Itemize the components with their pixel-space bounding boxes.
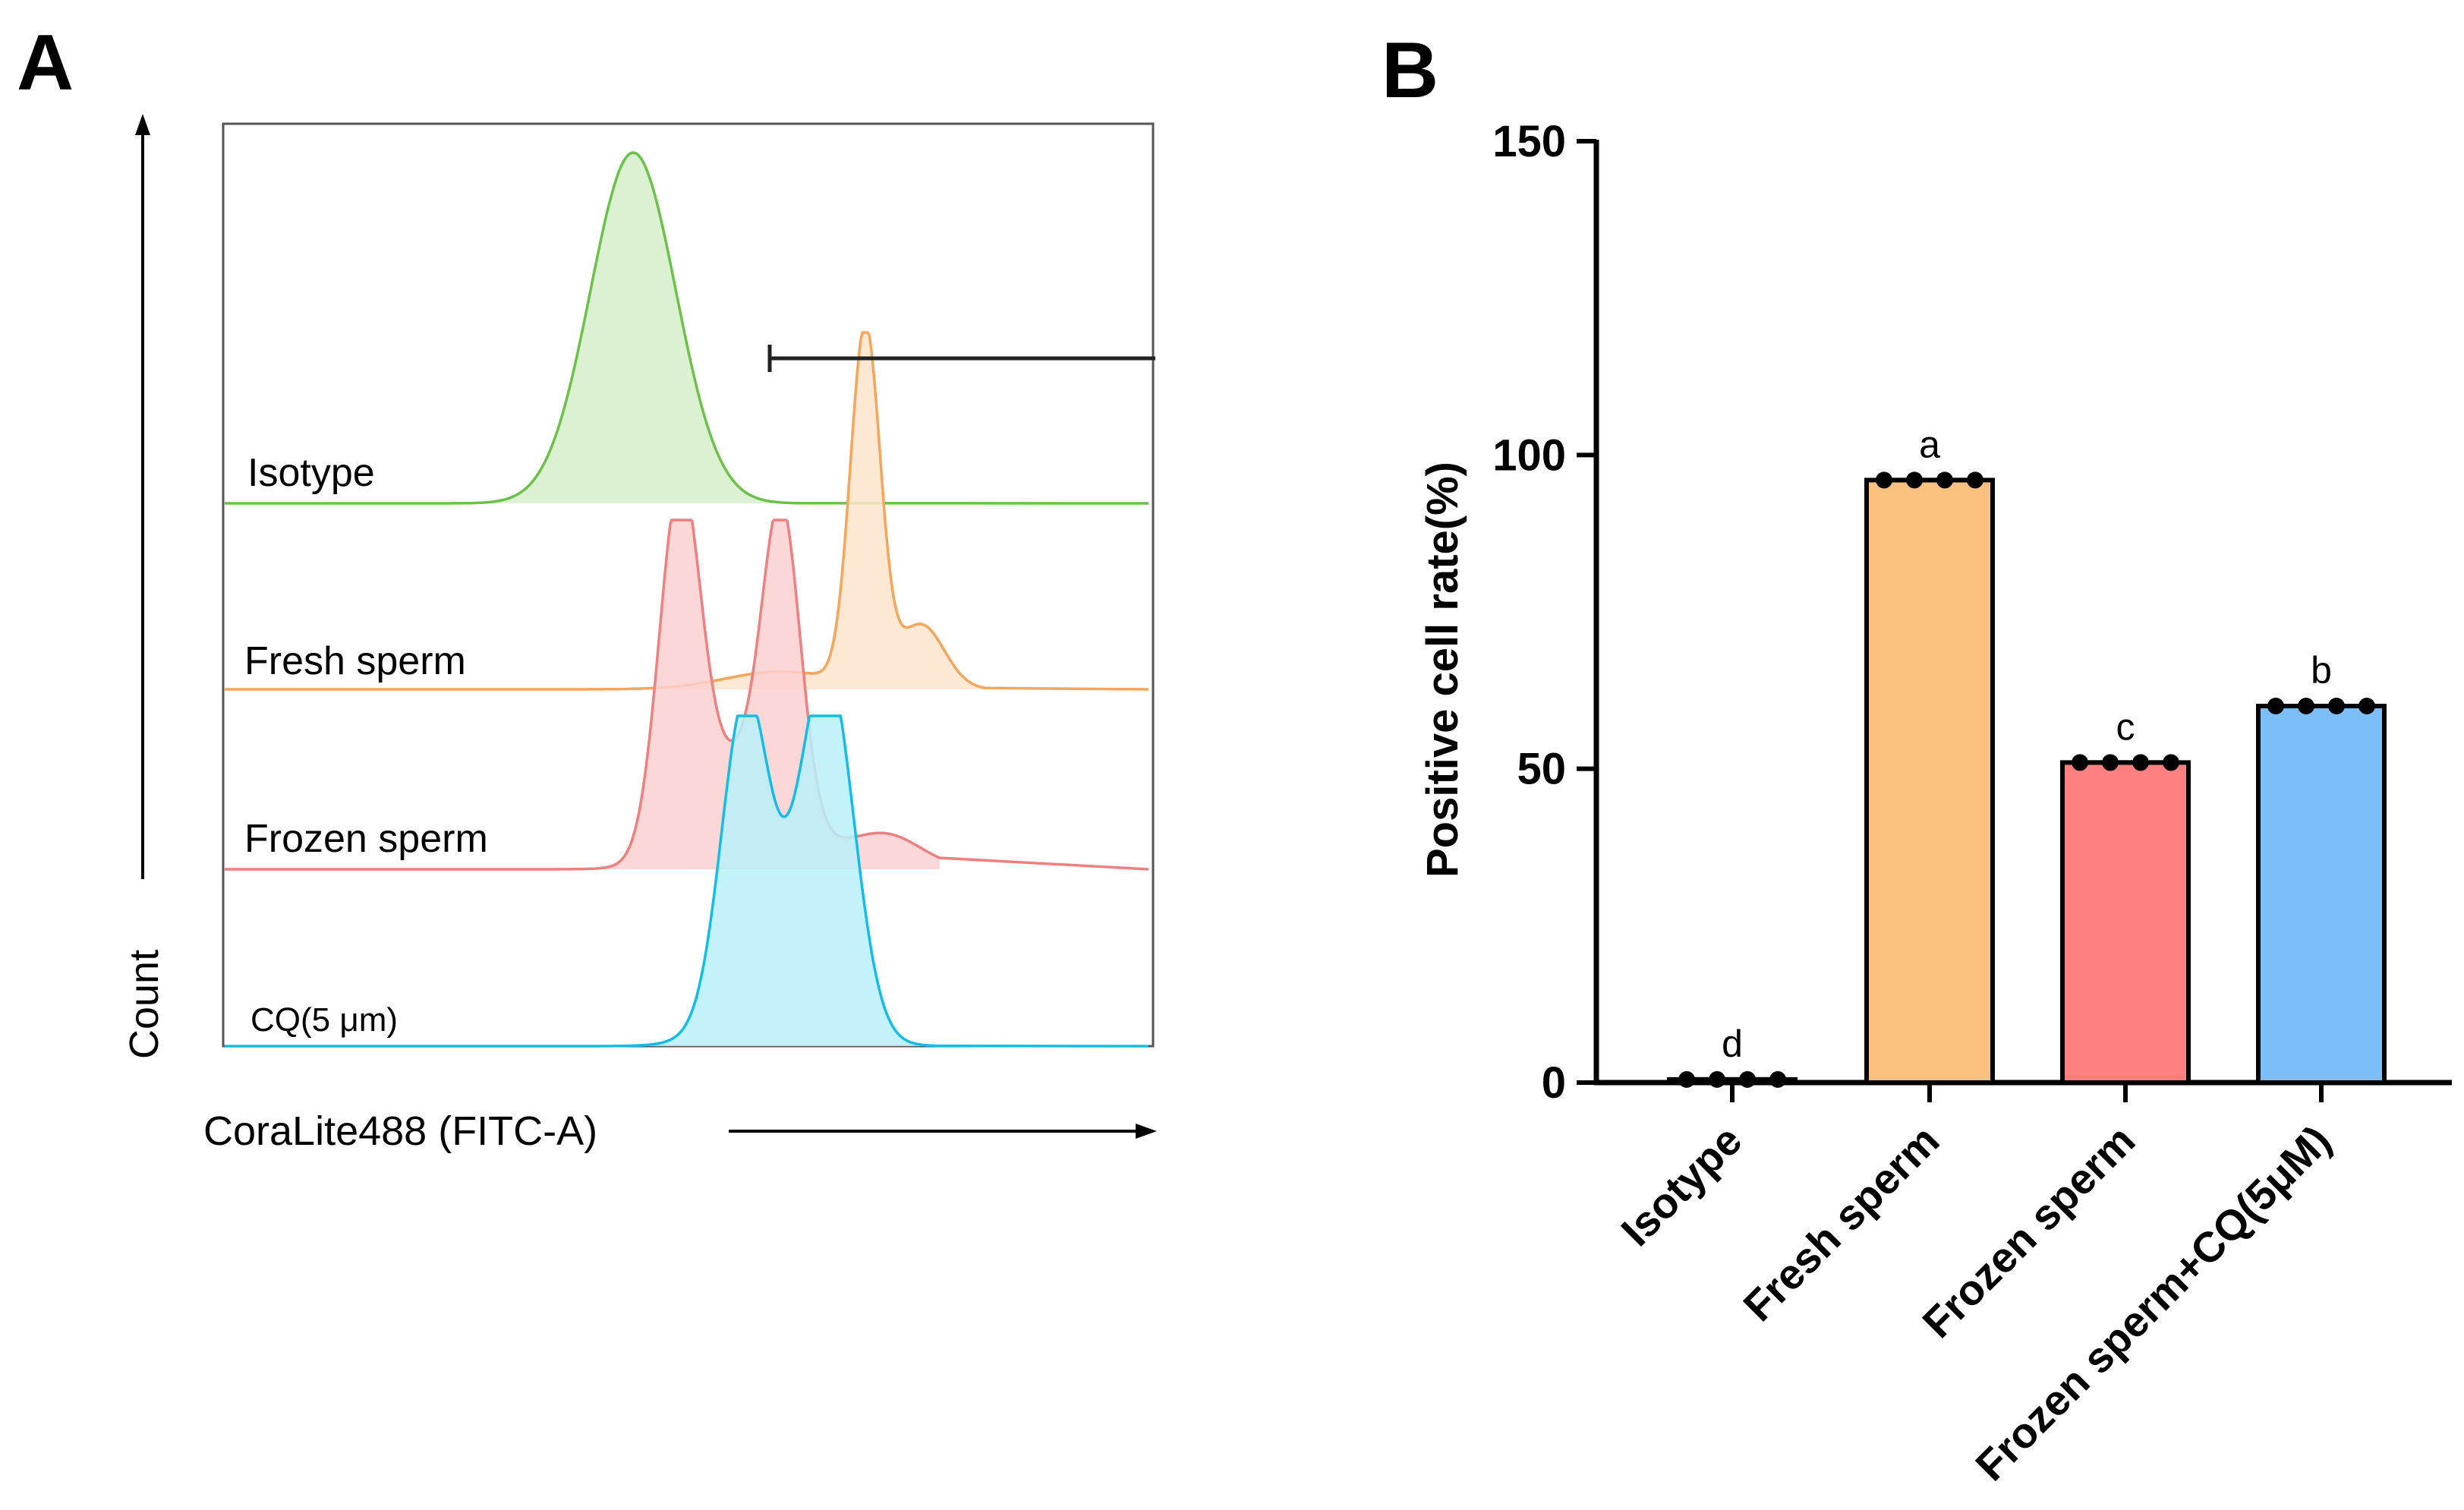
fitc-axis-arrowhead [1136,1124,1157,1139]
y-tick-label: 150 [1492,117,1566,166]
histogram-label: Frozen sperm [244,817,488,861]
y-tick-label: 0 [1542,1058,1566,1108]
histogram-label: Fresh sperm [244,639,466,683]
x-tick-label: Frozen sperm+CQ(5μM) [1966,1116,2340,1490]
histogram-outline [225,519,1149,871]
data-point [2163,754,2179,771]
data-point [1709,1070,1725,1088]
significance-letter: d [1722,1023,1743,1065]
data-point [1876,471,1892,489]
significance-letter: b [2311,649,2332,692]
panel-a-histogram: Isotype Fresh sperm Frozen sperm CQ(5 μm) C… [121,114,1157,1154]
histogram-3 [225,714,1149,1048]
panel-label-a: A [17,19,74,107]
histogram-fill [559,520,940,869]
bar [1864,478,1995,1085]
data-point [2298,698,2314,714]
bar [2060,760,2191,1086]
chart-ylabel: Positive cell rate(%) [1418,462,1467,878]
panel-b-bar-chart: Positive cell rate(%) 050100150IsotypeFr… [1418,117,2452,1490]
histogram-fill [225,153,801,503]
y-tick-label: 50 [1517,745,1566,794]
panel-label-b: B [1382,27,1438,115]
x-tick-label: Isotype [1612,1116,1750,1255]
bar [2256,704,2387,1085]
histogram-label: CQ(5 μm) [250,1001,398,1039]
data-point [1678,1070,1695,1088]
data-point [2132,754,2149,771]
histogram-fill [540,333,986,689]
count-axis-arrowhead [135,114,150,135]
data-point [2267,698,2284,714]
data-point [2328,698,2345,714]
histogram-outline [225,151,1149,505]
data-point [2358,698,2375,714]
panel-a-xlabel: CoraLite488 (FITC-A) [203,1108,597,1154]
histogram-2 [225,519,1149,871]
data-point [2072,754,2088,771]
histogram-fill [587,716,940,1046]
data-point [1739,1070,1756,1088]
histogram-0 [225,151,1149,505]
data-point [2102,754,2119,771]
data-point [1906,471,1923,489]
panel-a-ylabel: Count [121,950,167,1059]
data-point [1936,471,1953,489]
y-tick-label: 100 [1492,430,1566,480]
data-point [1967,471,1983,489]
significance-letter: a [1919,423,1940,465]
data-point [1769,1070,1786,1088]
significance-letter: c [2116,705,2135,748]
histogram-outline [225,714,1149,1048]
histogram-label: Isotype [247,451,375,495]
x-tick-label: Fresh sperm [1734,1116,1948,1330]
